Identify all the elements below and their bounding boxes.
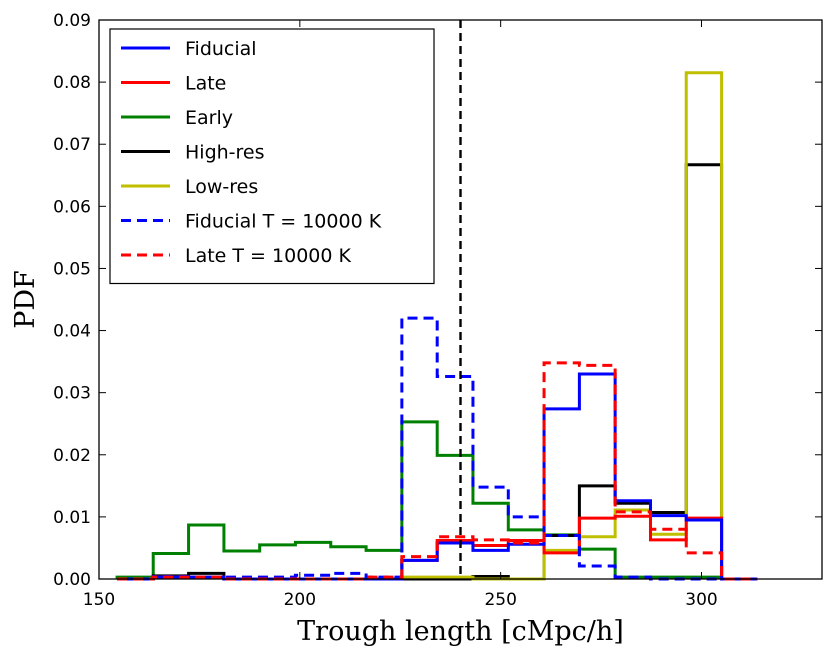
y-tick-label: 0.08 [53,73,91,93]
legend-label: Early [185,107,233,129]
y-tick-label: 0.06 [53,197,91,217]
legend-label: Late T = 10000 K [185,245,351,267]
y-tick-label: 0.09 [53,11,91,31]
x-tick-label: 300 [685,590,717,610]
legend-label: High-res [185,142,265,164]
y-tick-label: 0.00 [53,570,91,590]
legend-label: Low-res [185,176,258,198]
y-tick-label: 0.05 [53,259,91,279]
series-late-t-10000-k [117,361,758,581]
y-tick-label: 0.07 [53,135,91,155]
legend-label: Fiducial [185,38,257,60]
legend-label: Late [185,73,226,95]
y-tick-label: 0.04 [53,322,91,342]
legend: Fiducial Late Early High-res Low-res Fiducial… [109,28,435,285]
y-tick-label: 0.03 [53,384,91,404]
series-fiducial-t-10000-k [117,316,758,581]
y-tick-label: 0.01 [53,508,91,528]
x-axis-title: Trough length [cMpc/h] [297,616,624,647]
series-high-res [117,163,758,581]
x-tick-label: 200 [284,590,316,610]
legend-label: Fiducial T = 10000 K [185,211,382,233]
tick-layer: 150 200 250 300 0.00 0.01 0.02 0.03 0.04 0.05 0.06… [53,11,822,610]
y-tick-label: 0.02 [53,446,91,466]
plot-frame [98,19,823,580]
x-tick-label: 250 [484,590,516,610]
legend-box [109,28,435,285]
y-axis-title: PDF [10,270,41,329]
x-tick-label: 150 [83,590,115,610]
